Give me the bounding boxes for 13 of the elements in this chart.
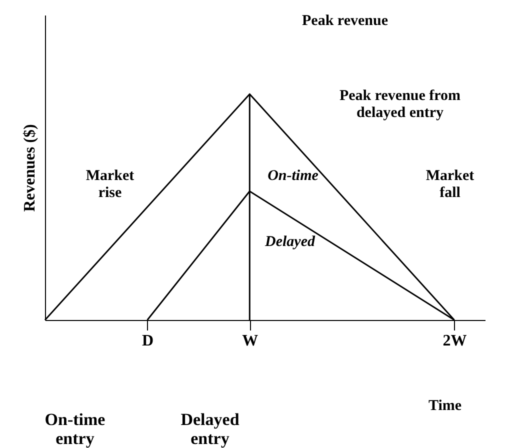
y-axis-title: Revenues ($) — [22, 124, 38, 212]
x-axis-title: Time — [428, 398, 462, 414]
annotation: Market rise — [86, 168, 134, 201]
annotation: Market fall — [426, 168, 474, 201]
text: On-time entry — [44, 410, 106, 448]
x-tick-label: D — [142, 332, 154, 350]
text: Peak revenue — [302, 13, 388, 29]
annotation: Peak revenue from delayed entry — [339, 88, 462, 121]
x-tick-label: W — [242, 332, 258, 350]
annotation: On-time — [268, 168, 319, 184]
x-tick-label: 2W — [442, 332, 467, 350]
text: Delayed entry — [180, 410, 240, 448]
annotation: Delayed — [264, 234, 316, 250]
